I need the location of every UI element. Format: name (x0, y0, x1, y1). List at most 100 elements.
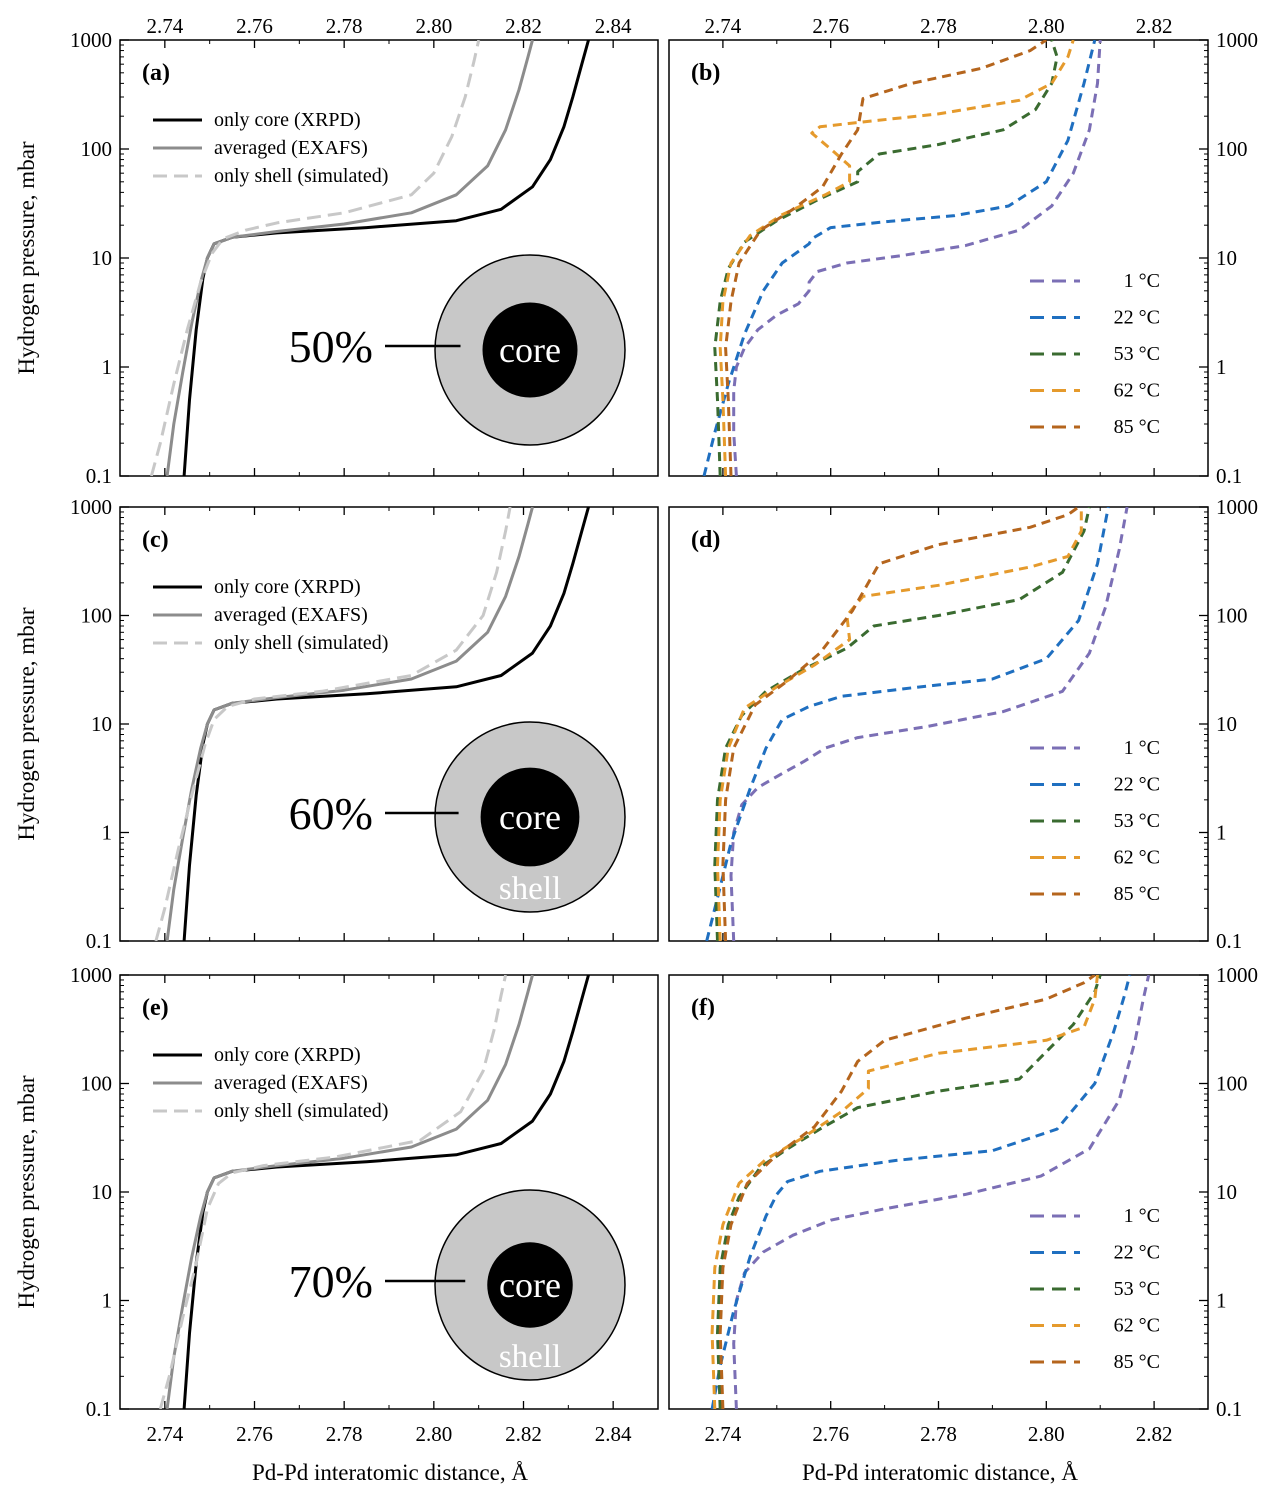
series-line-0 (182, 40, 590, 476)
series-line-0 (732, 40, 1102, 476)
panel-label: (c) (142, 527, 169, 553)
plot-frame (668, 506, 1209, 942)
x-tick-label-top: 2.74 (705, 14, 742, 38)
series-line-3 (716, 507, 1083, 941)
panel-b: 2.74 2.76 2.78 2.80 2.82 0.1 1 10 100 1000 (b) 1 °C… (668, 14, 1258, 488)
x-tick-label: 2.76 (812, 1422, 849, 1446)
series-line-0 (729, 507, 1129, 941)
legend-entry: only core (XRPD) (214, 576, 361, 598)
x-tick-label-top: 2.82 (1136, 14, 1173, 38)
y-tick-label: 1 (102, 355, 113, 379)
x-tick-label-top: 2.78 (920, 14, 957, 38)
legend-entry: only shell (simulated) (214, 165, 388, 187)
panel-label: (d) (691, 527, 720, 553)
panel-f: 2.74 2.76 2.78 2.80 2.82 0.1 1 10 100 1000 (f) 1 °C… (668, 963, 1258, 1446)
shell-label: shell (499, 1339, 561, 1375)
series-group (702, 40, 1102, 476)
series-line-2 (154, 507, 512, 941)
legend-entry: averaged (EXAFS) (214, 137, 368, 159)
y-tick-label: 10 (91, 712, 112, 736)
legend-entry: 22 °C (1114, 774, 1160, 796)
x-tick-label: 2.80 (1028, 1422, 1065, 1446)
legend-entry: only core (XRPD) (214, 1044, 361, 1066)
legend-entry: 53 °C (1114, 1278, 1160, 1300)
series-line-1 (705, 507, 1110, 941)
y-tick-label: 1 (1216, 821, 1227, 845)
y-tick-label: 100 (1216, 1072, 1248, 1096)
panel-a: 2.74 2.76 2.78 2.80 2.82 2.84 0.1 1 10 100 1000 Hyd… (14, 14, 659, 488)
legend-entry: 85 °C (1114, 883, 1160, 905)
x-tick-label-top: 2.80 (1028, 14, 1065, 38)
core-circle (480, 767, 580, 867)
y-tick-label: 1000 (1216, 495, 1258, 519)
legend-entry: only core (XRPD) (214, 109, 361, 131)
x-tick-label: 2.74 (705, 1422, 742, 1446)
y-tick-label: 10 (91, 246, 112, 270)
legend-entry: 85 °C (1114, 1351, 1160, 1373)
y-axis-label: Hydrogen pressure, mbar (14, 607, 39, 840)
x-tick-label-top: 2.84 (595, 14, 632, 38)
x-tick-label: 2.78 (920, 1422, 957, 1446)
percentage-annotation: 50% (289, 321, 373, 372)
y-axis-label: Hydrogen pressure, mbar (14, 1075, 39, 1308)
percentage-annotation: 70% (289, 1256, 373, 1307)
series-group (154, 507, 590, 941)
series-line-2 (149, 40, 481, 476)
x-tick-label: 2.84 (595, 1422, 632, 1446)
x-tick-label: 2.82 (1136, 1422, 1173, 1446)
core-label: core (499, 1265, 561, 1305)
x-tick-label-top: 2.76 (236, 14, 273, 38)
series-line-3 (710, 975, 1099, 1409)
y-tick-label: 1 (102, 821, 113, 845)
panel-label: (a) (142, 60, 170, 86)
x-tick-label-top: 2.80 (415, 14, 452, 38)
y-tick-label: 100 (81, 1072, 113, 1096)
legend-entry: 62 °C (1114, 1315, 1160, 1337)
y-tick-label: 0.1 (86, 1397, 112, 1421)
x-axis-label-right: Pd-Pd interatomic distance, Å (802, 1460, 1078, 1485)
x-tick-label: 2.80 (415, 1422, 452, 1446)
panel-label: (f) (691, 995, 715, 1021)
panel-c: 0.1 1 10 100 1000 Hydrogen pressure, mbar (c) o… (14, 495, 659, 953)
legend-entry: 22 °C (1114, 1242, 1160, 1264)
series-line-0 (182, 507, 590, 941)
series-line-4 (724, 40, 1048, 476)
x-tick-label-top: 2.82 (505, 14, 542, 38)
core-label: core (499, 330, 561, 370)
panel-d: 0.1 1 10 100 1000 (d) 1 °C 22 °C 53 °C 62 °C 85 °C (668, 495, 1258, 953)
legend-entry: averaged (EXAFS) (214, 1072, 368, 1094)
x-axis-label-left: Pd-Pd interatomic distance, Å (252, 1460, 528, 1485)
x-tick-label-top: 2.76 (812, 14, 849, 38)
series-line-1 (165, 40, 534, 476)
series-group (705, 507, 1129, 941)
legend-entry: 85 °C (1114, 416, 1160, 438)
x-tick-label-top: 2.74 (146, 14, 183, 38)
series-line-4 (721, 507, 1080, 941)
percentage-annotation: 60% (289, 788, 373, 839)
y-tick-label: 1 (102, 1289, 113, 1313)
y-tick-label: 0.1 (86, 929, 112, 953)
x-tick-label: 2.74 (146, 1422, 183, 1446)
core-label: core (499, 797, 561, 837)
series-line-1 (710, 975, 1132, 1409)
y-tick-label: 0.1 (1216, 464, 1242, 488)
y-tick-label: 0.1 (86, 464, 112, 488)
y-tick-label: 1000 (1216, 28, 1258, 52)
x-tick-label: 2.82 (505, 1422, 542, 1446)
y-tick-label: 10 (1216, 712, 1237, 736)
y-tick-label: 10 (1216, 246, 1237, 270)
legend-entry: 62 °C (1114, 380, 1160, 402)
legend-entry: 1 °C (1124, 737, 1160, 759)
shell-label: shell (499, 871, 561, 907)
x-tick-label: 2.78 (326, 1422, 363, 1446)
series-group (149, 40, 590, 476)
legend-entry: 53 °C (1114, 810, 1160, 832)
x-tick-label: 2.76 (236, 1422, 273, 1446)
legend-entry: 53 °C (1114, 343, 1160, 365)
panel-e: 2.74 2.76 2.78 2.80 2.82 2.84 0.1 1 10 100 1000 Hyd… (14, 963, 659, 1446)
y-tick-label: 0.1 (1216, 1397, 1242, 1421)
legend-entry: only shell (simulated) (214, 1100, 388, 1122)
series-line-0 (732, 975, 1151, 1409)
series-group (158, 975, 590, 1409)
